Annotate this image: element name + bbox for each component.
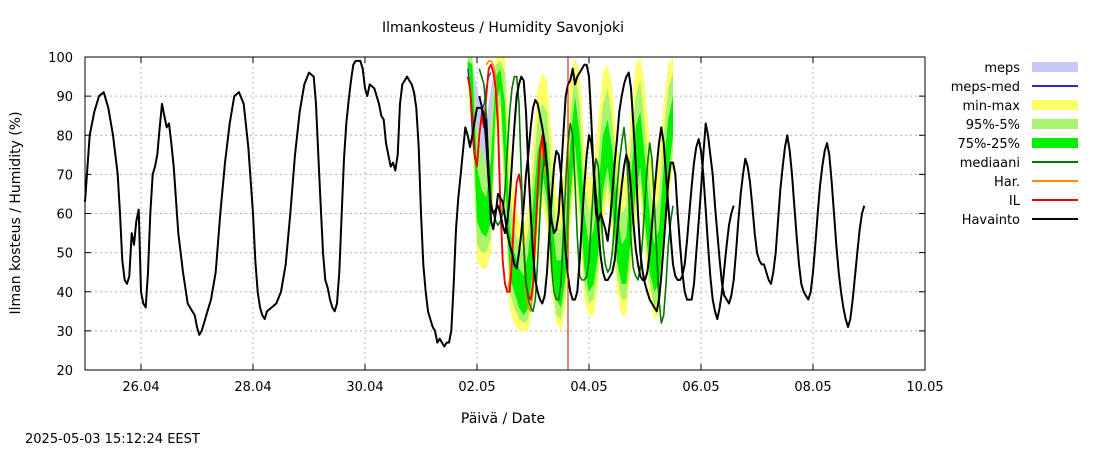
legend-label: Havainto <box>962 213 1020 228</box>
y-tick-label: 80 <box>56 129 73 144</box>
havainto-forecast-line <box>478 75 735 321</box>
y-tick-label: 20 <box>56 364 73 379</box>
il-line <box>466 63 546 301</box>
legend-swatch <box>1032 62 1078 72</box>
y-tick-label: 60 <box>56 208 73 223</box>
timestamp: 2025-05-03 15:12:24 EEST <box>25 432 200 447</box>
x-tick-label: 10.05 <box>906 380 943 395</box>
y-tick-label: 30 <box>56 325 73 340</box>
y-tick-label: 90 <box>56 90 73 105</box>
legend-label: IL <box>1009 194 1021 209</box>
x-tick-label: 30.04 <box>346 380 383 395</box>
x-tick-label: 04.05 <box>570 380 607 395</box>
x-tick-label: 06.05 <box>682 380 719 395</box>
legend-label: min-max <box>962 99 1020 114</box>
legend-label: 95%-5% <box>966 118 1020 133</box>
legend-swatch <box>1032 119 1078 129</box>
legend-label: meps-med <box>951 80 1020 95</box>
legend: meps meps-med min-max 95%-5% 75%-25% mediaani… <box>951 61 1078 228</box>
series-lines <box>84 57 866 370</box>
y-tick-label: 70 <box>56 168 73 183</box>
legend-swatch <box>1032 138 1078 148</box>
ticks: 20 30 40 50 60 70 80 90 100 26.04 28.04 30.04 02.05 0… <box>48 51 943 395</box>
y-tick-label: 50 <box>56 247 73 262</box>
band-75-25 <box>467 60 673 316</box>
y-axis-label: Ilman kosteus / Humidity (%) <box>8 111 24 314</box>
x-tick-label: 28.04 <box>234 380 271 395</box>
x-tick-label: 02.05 <box>458 380 495 395</box>
legend-label: 75%-25% <box>958 137 1020 152</box>
legend-label: mediaani <box>960 156 1020 171</box>
havainto-line <box>84 59 866 348</box>
x-tick-label: 26.04 <box>122 380 159 395</box>
y-tick-label: 40 <box>56 286 73 301</box>
y-tick-label: 100 <box>48 51 73 66</box>
legend-swatch <box>1032 100 1078 110</box>
legend-label: meps <box>984 61 1020 76</box>
x-tick-label: 08.05 <box>794 380 831 395</box>
x-axis-label: Päivä / Date <box>461 411 545 427</box>
chart-title: Ilmankosteus / Humidity Savonjoki <box>382 20 624 36</box>
legend-label: Har. <box>994 175 1020 190</box>
